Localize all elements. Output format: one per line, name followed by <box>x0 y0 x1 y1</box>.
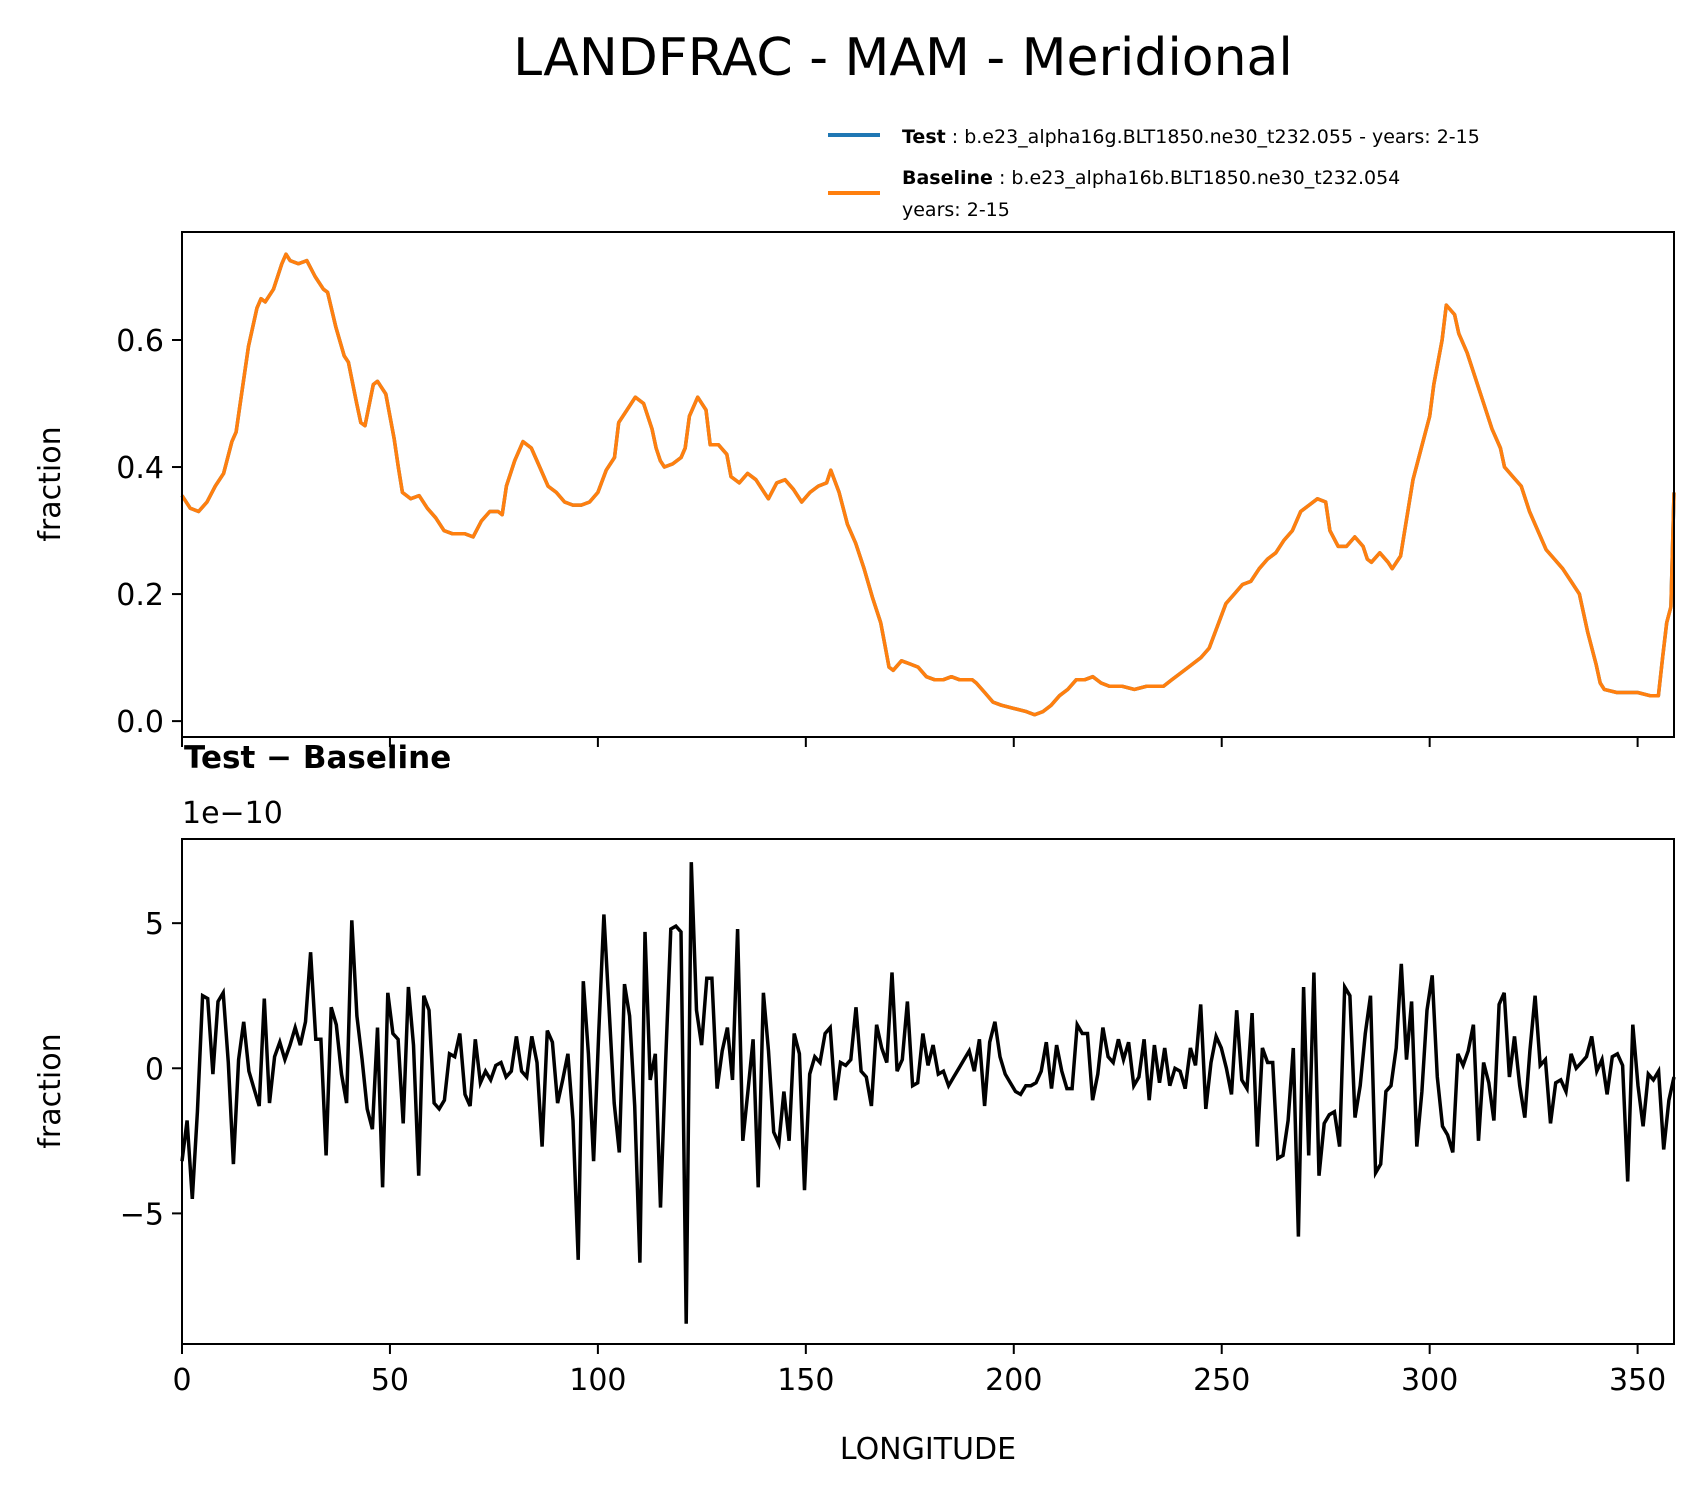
legend-baseline-label: : b.e23_alpha16b.BLT1850.ne30_t232.054 <box>999 167 1400 189</box>
legend-baseline-label-bold: Baseline <box>902 167 993 189</box>
bottom-xtick-label: 100 <box>569 1363 626 1398</box>
bottom-ytick-label: 5 <box>145 907 164 942</box>
bottom-plot-frame <box>181 838 1675 1345</box>
top-ylabel: fraction <box>33 426 68 541</box>
top-ytick-label: 0.2 <box>116 578 164 613</box>
top-ytick-label: 0.0 <box>116 705 164 740</box>
top-plot-frame <box>181 231 1675 738</box>
top-axis-ticks: 0.0 0.2 0.4 0.6 <box>116 324 1639 747</box>
legend: Test : b.e23_alpha16g.BLT1850.ne30_t232.… <box>828 126 1480 221</box>
svg-text:Test : b.e23_alpha16g.BL: Test : b.e23_alpha16g.BLT1850.ne30_t232.… <box>902 126 1480 148</box>
top-panel: 0.0 0.2 0.4 0.6 fraction <box>33 231 1676 747</box>
bottom-panel-title: Test − Baseline <box>184 740 451 776</box>
bottom-xtick-label: 250 <box>1193 1363 1250 1398</box>
bottom-xtick-label: 150 <box>777 1363 834 1398</box>
baseline-series-line <box>180 252 1676 717</box>
bottom-xtick-label: 200 <box>985 1363 1042 1398</box>
bottom-xtick-label: 50 <box>371 1363 409 1398</box>
legend-test-label: : b.e23_alpha16g.BLT1850.ne30_t232.055 -… <box>952 126 1480 148</box>
legend-baseline-label-line2: years: 2-15 <box>902 199 1010 221</box>
difference-series-line <box>180 862 1676 1324</box>
bottom-xlabel: LONGITUDE <box>840 1432 1016 1467</box>
legend-test-label-bold: Test <box>902 126 946 148</box>
svg-text:Baseline : b.e23_alpha16: Baseline : b.e23_alpha16b.BLT1850.ne30_t… <box>902 167 1400 189</box>
bottom-xtick-label: 350 <box>1609 1363 1666 1398</box>
bottom-ylabel: fraction <box>33 1033 68 1148</box>
figure-title: LANDFRAC - MAM - Meridional <box>513 28 1293 88</box>
bottom-scale-label: 1e−10 <box>182 796 283 831</box>
bottom-xtick-label: 0 <box>172 1363 191 1398</box>
bottom-ytick-label: −5 <box>120 1197 164 1232</box>
bottom-ytick-label: 0 <box>145 1052 164 1087</box>
top-ytick-label: 0.4 <box>116 451 164 486</box>
top-ytick-label: 0.6 <box>116 324 164 359</box>
bottom-xtick-label: 300 <box>1401 1363 1458 1398</box>
